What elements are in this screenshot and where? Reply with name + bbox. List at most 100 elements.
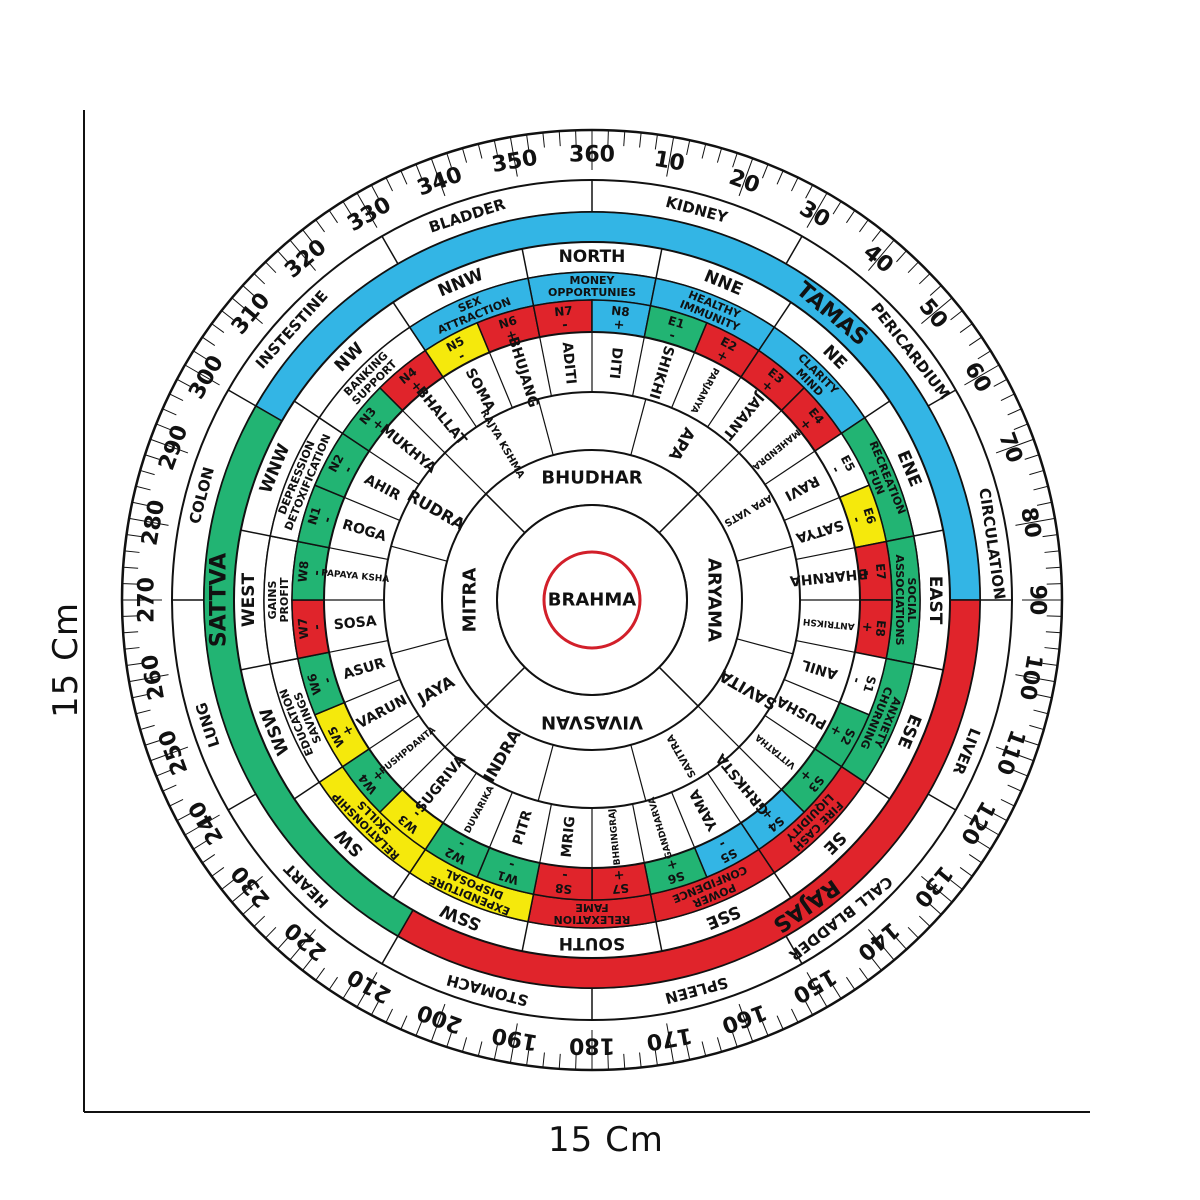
degree-tick — [385, 177, 393, 192]
degree-tick — [493, 140, 498, 156]
degree-tick — [253, 915, 266, 927]
degree-tick — [1029, 724, 1044, 731]
degree-tick — [129, 674, 169, 683]
degree-tick — [558, 131, 561, 147]
degree-tick — [1000, 799, 1015, 807]
degree-tick — [950, 310, 963, 321]
degree-tick — [169, 393, 184, 401]
degree-tick — [871, 958, 882, 971]
degree-tick — [993, 378, 1008, 387]
degree-tick — [806, 972, 828, 1008]
degree-label: 10 — [652, 147, 687, 177]
degree-tick — [993, 813, 1008, 822]
deity-middle-divider — [390, 638, 448, 655]
pada-sign: - — [562, 867, 569, 882]
degree-tick — [1007, 784, 1022, 792]
deity-middle-divider — [537, 744, 554, 802]
pada-code: S7 — [611, 881, 629, 897]
pada-sign: - — [667, 328, 677, 344]
pada-code: E7 — [873, 563, 889, 581]
degree-tick — [1024, 740, 1040, 746]
degree-tick — [477, 1041, 483, 1057]
zone-label-line: OPPORTUNIES — [548, 286, 636, 299]
zone-label: GAINSPROFIT — [266, 577, 291, 622]
degree-tick — [477, 143, 483, 159]
degree-tick — [977, 840, 991, 850]
degree-tick — [315, 219, 325, 233]
degree-tick — [370, 184, 379, 199]
pada-sign: - — [341, 464, 357, 476]
degree-tick — [202, 336, 216, 346]
deity-outer-divider — [783, 679, 840, 704]
degree-tick — [907, 261, 919, 274]
degree-tick — [124, 550, 140, 553]
deity-outer-label: ADITI — [559, 341, 579, 385]
degree-tick — [126, 662, 142, 666]
degree-tick — [150, 438, 189, 454]
deity-outer-divider — [795, 639, 855, 653]
degree-tick — [558, 1053, 561, 1069]
degree-tick — [701, 1041, 707, 1057]
zone-label-line: MONEY — [570, 274, 616, 287]
degree-tick — [265, 926, 277, 939]
deity-outer-label: BHARNHA — [789, 565, 869, 589]
degree-tick — [1045, 566, 1061, 569]
zone-label: SOCIALASSOCIATIONS — [893, 554, 918, 645]
degree-tick — [761, 164, 769, 179]
degree-tick — [400, 170, 408, 185]
deity-middle-divider — [537, 398, 554, 456]
direction-label-west: WEST — [239, 573, 259, 628]
deity-outer-divider — [671, 352, 696, 409]
degree-tick — [542, 1052, 545, 1068]
deity-outer-divider — [539, 803, 553, 863]
deity-inner-label: ARYAMA — [704, 558, 725, 642]
degree-tick — [846, 210, 856, 224]
degree-tick — [921, 876, 953, 903]
deity-outer-divider — [488, 352, 513, 409]
degree-tick — [959, 867, 973, 877]
degree-tick — [806, 192, 828, 228]
deity-outer-divider — [539, 337, 553, 397]
deity-outer-divider — [783, 496, 840, 521]
degree-tick — [776, 170, 784, 185]
deity-inner-divider — [658, 493, 699, 534]
degree-tick — [132, 501, 148, 506]
degree-tick — [921, 297, 953, 324]
degree-tick — [575, 130, 577, 146]
pada-sign: - — [456, 836, 468, 852]
degree-tick — [461, 1037, 468, 1052]
degree-tick — [623, 1053, 626, 1069]
zone-label-line: RELEXATION — [554, 913, 631, 926]
zone-label-line: PROFIT — [278, 577, 291, 622]
degree-tick — [666, 137, 675, 177]
degree-tick — [446, 1032, 452, 1048]
pada-code: N8 — [611, 304, 631, 320]
deity-outer-label: DITI — [606, 347, 625, 380]
deity-outer-divider — [344, 679, 401, 704]
degree-tick — [1033, 485, 1049, 491]
degree-tick — [342, 985, 352, 999]
degree-tick — [701, 143, 707, 159]
zone-label-line: SOCIAL — [905, 578, 918, 623]
pada-code: E8 — [873, 620, 889, 638]
degree-tick — [289, 929, 316, 961]
degree-tick — [509, 1023, 518, 1063]
degree-tick — [1046, 583, 1062, 585]
deity-outer-divider — [344, 496, 401, 521]
degree-tick — [1042, 662, 1058, 666]
pada-code: W6 — [305, 672, 325, 697]
degree-tick — [144, 454, 160, 460]
deity-inner-divider — [658, 666, 699, 707]
pada-code: S8 — [554, 881, 572, 897]
degree-tick — [732, 152, 738, 168]
degree-tick — [356, 972, 378, 1008]
organ-divider — [227, 793, 257, 811]
degree-tick — [430, 1003, 446, 1042]
degree-tick — [193, 840, 207, 850]
degree-tick — [959, 323, 973, 333]
degree-tick — [277, 250, 288, 263]
degree-tick — [302, 229, 313, 242]
degree-tick — [385, 1008, 393, 1023]
degree-tick — [526, 1050, 530, 1066]
degree-tick — [1029, 469, 1044, 476]
